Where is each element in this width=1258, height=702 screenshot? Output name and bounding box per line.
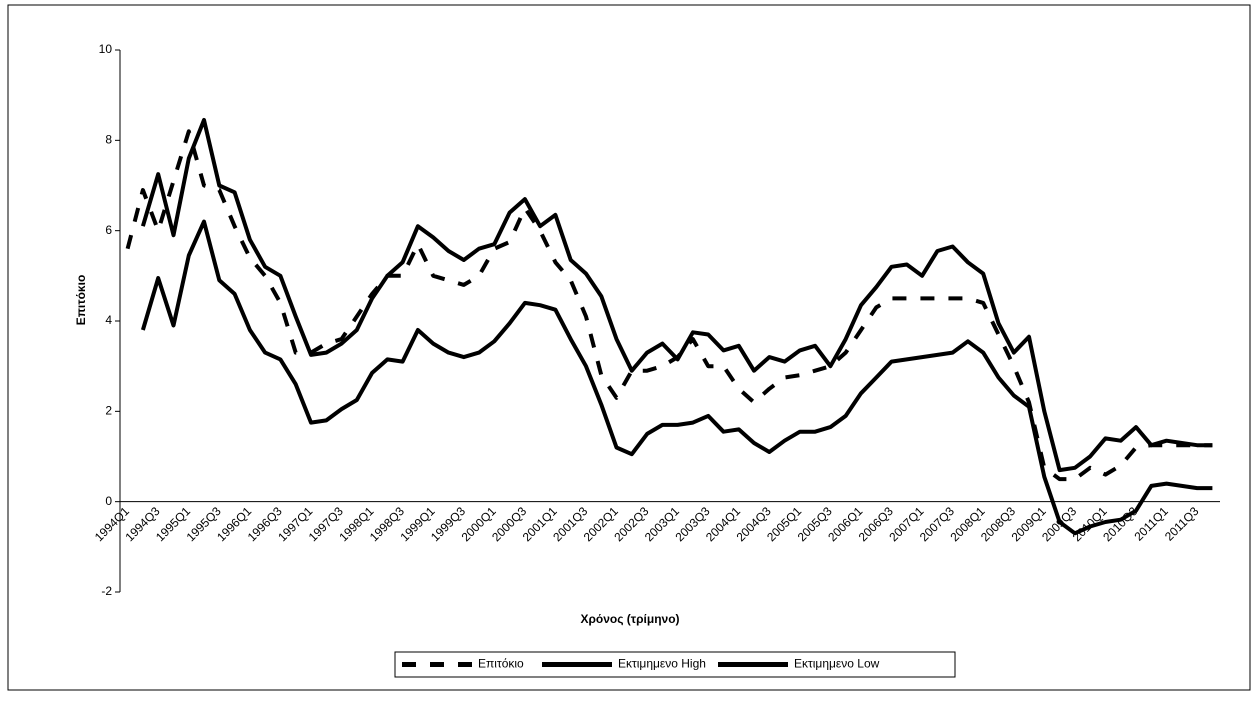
series-line	[125, 129, 1213, 482]
series-line	[140, 219, 1213, 536]
legend-box	[394, 651, 956, 678]
y-tick-label: 6	[105, 223, 112, 237]
y-tick-label: 8	[105, 133, 112, 147]
y-axis-title: Επιτόκιο	[74, 275, 88, 326]
legend-label: Επιτόκιο	[478, 657, 524, 671]
y-tick-label: 0	[105, 494, 112, 508]
y-tick-label: -2	[101, 584, 112, 598]
y-tick-label: 4	[105, 313, 112, 327]
chart-frame	[7, 4, 1251, 691]
legend-label: Εκτιμημενο Low	[794, 657, 880, 671]
series-line	[140, 118, 1213, 473]
x-axis-title: Χρόνος (τρίμηνο)	[580, 612, 679, 626]
y-tick-label: 2	[105, 404, 112, 418]
y-tick-label: 10	[99, 42, 113, 56]
legend-label: Εκτιμημενο High	[618, 657, 706, 671]
